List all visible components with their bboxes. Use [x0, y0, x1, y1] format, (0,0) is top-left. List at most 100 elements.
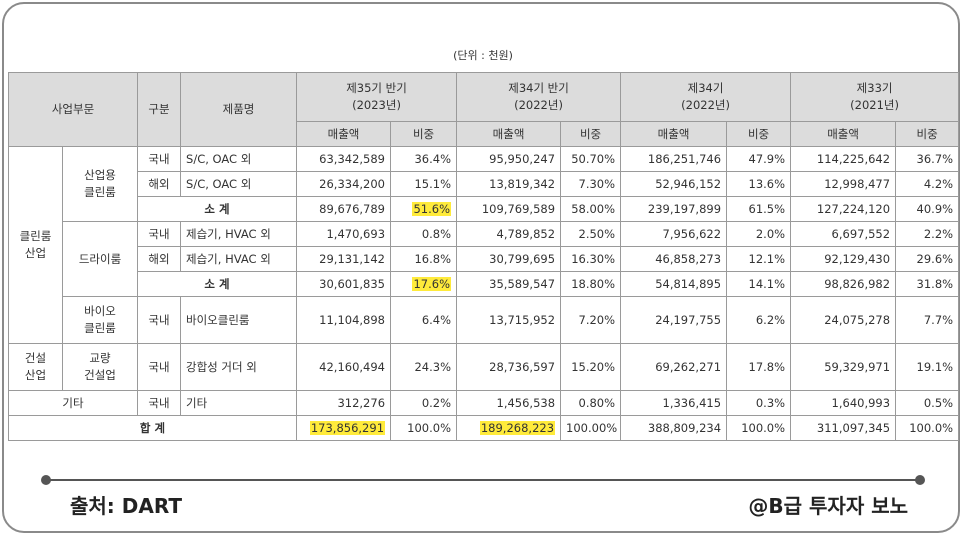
- value-cell: 18.80%: [560, 271, 622, 297]
- value-cell: 6.4%: [390, 296, 458, 344]
- value-cell: 4.2%: [895, 171, 960, 197]
- label-cell: 건설 산업: [8, 343, 63, 391]
- label-cell: 바이오클린룸: [180, 296, 298, 344]
- value-cell: 312,276: [296, 390, 392, 416]
- table-row: 합 계 173,856,291 100.0% 189,268,223 100.00% 38…: [7, 415, 960, 441]
- subheader-cell: 매출액: [790, 121, 897, 147]
- label-cell: 국내: [137, 221, 182, 247]
- subheader-cell: 비중: [560, 121, 622, 147]
- author: @B급 투자자 보노: [748, 494, 908, 518]
- subheader-cell: 비중: [726, 121, 792, 147]
- value-cell: 89,676,789: [296, 196, 392, 222]
- value-cell: 0.2%: [390, 390, 458, 416]
- label-cell: 국내: [137, 146, 182, 172]
- table-row: 바이오 클린룸 국내 바이오클린룸 11,104,898 6.4% 13,715,952 7…: [9, 296, 960, 344]
- value-cell: 51.6%: [390, 196, 458, 222]
- subheader-cell: 매출액: [620, 121, 728, 147]
- highlighted-value: 51.6%: [412, 201, 452, 216]
- value-cell: 13.6%: [726, 171, 792, 197]
- value-cell: 127,224,120: [790, 196, 897, 222]
- value-cell: 15.1%: [390, 171, 458, 197]
- value-cell: 36.7%: [895, 146, 960, 172]
- label-cell: 산업용 클린룸: [61, 146, 139, 222]
- table-head: 사업부문 구분 제품명 제35기 반기 (2023년) 제34기 반기 (2022년) 제34…: [7, 72, 960, 147]
- value-cell: 30,799,695: [456, 246, 562, 272]
- value-cell: 7.7%: [895, 296, 960, 344]
- value-cell: 15.20%: [560, 343, 622, 391]
- value-cell: 100.0%: [390, 415, 458, 441]
- table-body: 클린룸 산업 산업용 클린룸 국내 S/C, OAC 외 63,342,589 36.4%…: [7, 146, 960, 441]
- divider: [45, 479, 920, 481]
- period-year: (2022년): [514, 98, 563, 112]
- value-cell: 16.8%: [390, 246, 458, 272]
- value-cell: 2.0%: [726, 221, 792, 247]
- value-cell: 14.1%: [726, 271, 792, 297]
- value-cell: 31.8%: [895, 271, 960, 297]
- period-header: 제34기 (2022년): [620, 72, 792, 122]
- label-cell: 해외: [137, 246, 182, 272]
- header-cell: 사업부문: [7, 72, 139, 147]
- value-cell: 17.8%: [726, 343, 792, 391]
- value-cell: 12,998,477: [790, 171, 897, 197]
- value-cell: 16.30%: [560, 246, 622, 272]
- highlighted-value: 17.6%: [412, 276, 452, 291]
- value-cell: 189,268,223: [456, 415, 562, 441]
- value-cell: 95,950,247: [456, 146, 562, 172]
- period-name: 제35기 반기: [346, 81, 407, 95]
- label-cell: 교량 건설업: [61, 343, 139, 391]
- value-cell: 13,819,342: [456, 171, 562, 197]
- value-cell: 11,104,898: [296, 296, 392, 344]
- label-cell: 바이오 클린룸: [61, 296, 139, 344]
- value-cell: 186,251,746: [620, 146, 728, 172]
- subheader-cell: 매출액: [296, 121, 392, 147]
- label-cell: 드라이룸: [61, 221, 139, 297]
- table-row: 소 계 30,601,835 17.6% 35,589,547 18.80% 54,814…: [9, 271, 960, 297]
- label-cell: S/C, OAC 외: [180, 171, 298, 197]
- label-cell: 제습기, HVAC 외: [180, 221, 298, 247]
- value-cell: 58.00%: [560, 196, 622, 222]
- value-cell: 6.2%: [726, 296, 792, 344]
- value-cell: 7,956,622: [620, 221, 728, 247]
- table-row: 클린룸 산업 산업용 클린룸 국내 S/C, OAC 외 63,342,589 36.4%…: [8, 146, 960, 344]
- value-cell: 40.9%: [895, 196, 960, 222]
- table-row: 기타 국내 기타 312,276 0.2% 1,456,538 0.80% 1,336,415…: [7, 390, 960, 416]
- sales-table: 사업부문 구분 제품명 제35기 반기 (2023년) 제34기 반기 (2022년) 제34…: [7, 72, 960, 441]
- value-cell: 100.0%: [726, 415, 792, 441]
- value-cell: 100.00%: [560, 415, 622, 441]
- period-header: 제35기 반기 (2023년): [296, 72, 458, 122]
- subheader-cell: 비중: [895, 121, 960, 147]
- value-cell: 50.70%: [560, 146, 622, 172]
- value-cell: 114,225,642: [790, 146, 897, 172]
- value-cell: 388,809,234: [620, 415, 728, 441]
- header-row: 사업부문 구분 제품명 제35기 반기 (2023년) 제34기 반기 (2022년) 제34…: [7, 72, 960, 147]
- period-header: 제33기 (2021년): [790, 72, 960, 122]
- value-cell: 36.4%: [390, 146, 458, 172]
- table-row: 건설 산업 교량 건설업 국내 강합성 거더 외 42,160,494 24.3% 28,7…: [8, 343, 960, 391]
- value-cell: 239,197,899: [620, 196, 728, 222]
- table-row: 소 계 89,676,789 51.6% 109,769,589 58.00% 239,1…: [9, 196, 960, 222]
- value-cell: 26,334,200: [296, 171, 392, 197]
- table-row: 드라이룸 국내 제습기, HVAC 외 1,470,693 0.8% 4,789,852 2…: [9, 221, 960, 297]
- value-cell: 2.2%: [895, 221, 960, 247]
- subheader-cell: 비중: [390, 121, 458, 147]
- value-cell: 42,160,494: [296, 343, 392, 391]
- value-cell: 46,858,273: [620, 246, 728, 272]
- subheader-cell: 매출액: [456, 121, 562, 147]
- highlighted-value: 189,268,223: [479, 420, 556, 435]
- label-cell: 강합성 거더 외: [180, 343, 298, 391]
- label-cell: 해외: [137, 171, 182, 197]
- divider-dot: [41, 475, 51, 485]
- divider-dot: [915, 475, 925, 485]
- value-cell: 4,789,852: [456, 221, 562, 247]
- label-cell: S/C, OAC 외: [180, 146, 298, 172]
- value-cell: 17.6%: [390, 271, 458, 297]
- header-cell: 구분: [137, 72, 182, 147]
- value-cell: 29.6%: [895, 246, 960, 272]
- source: 출처: DART: [70, 494, 182, 518]
- highlighted-value: 173,856,291: [309, 420, 386, 435]
- label-cell: 기타: [180, 390, 298, 416]
- value-cell: 69,262,271: [620, 343, 728, 391]
- label-cell: 제습기, HVAC 외: [180, 246, 298, 272]
- value-cell: 30,601,835: [296, 271, 392, 297]
